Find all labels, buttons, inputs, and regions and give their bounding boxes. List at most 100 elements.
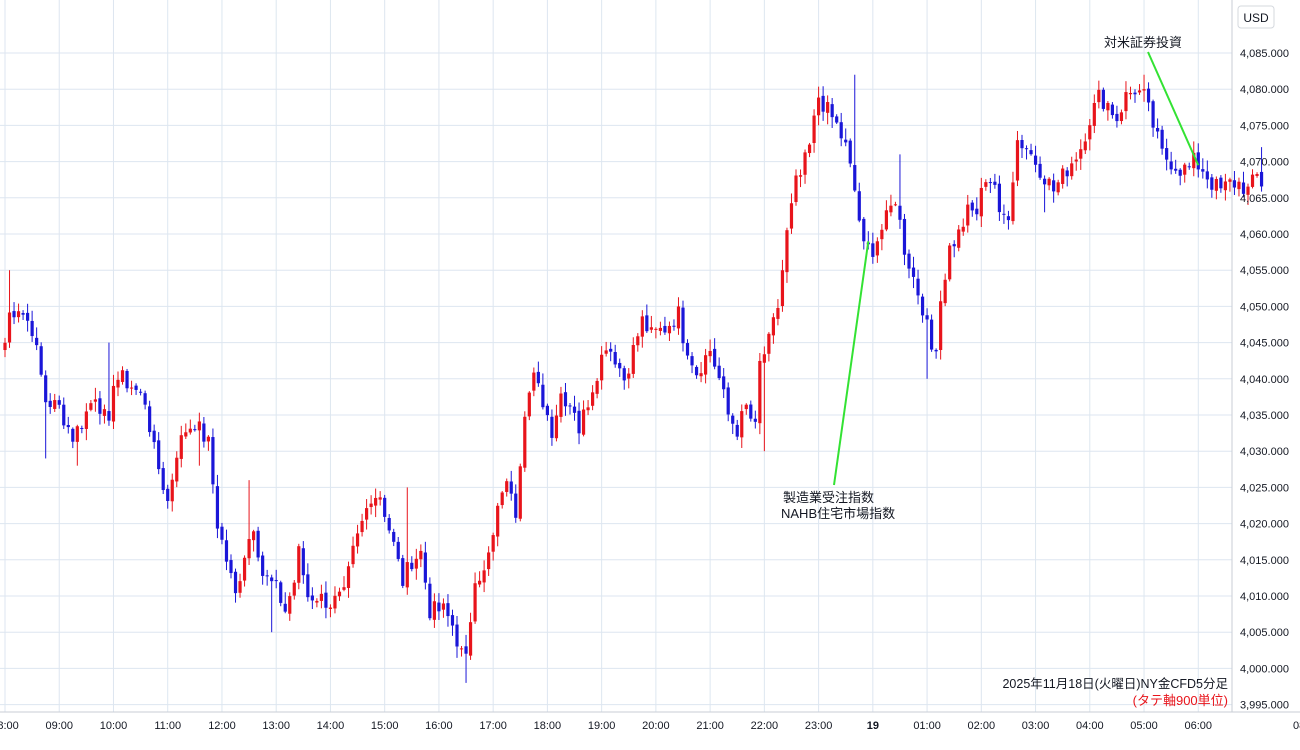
candle [378,491,382,506]
candle [274,569,278,589]
candle [939,290,943,360]
candle-body [1183,164,1187,175]
candle-body [970,202,974,211]
candle-body [1115,113,1119,122]
candle [450,609,455,636]
candle [292,580,296,600]
candle-body [306,574,310,598]
candle [242,555,247,587]
candle-body [627,373,631,379]
candle-body [346,566,351,588]
candle [722,368,726,399]
annotation-line [833,241,870,486]
candle [197,412,201,466]
candle-body [423,552,427,583]
candle-body [577,410,581,434]
candle [116,371,120,397]
candle [1020,134,1024,159]
candle [984,179,988,191]
candle [817,86,821,126]
candle-body [545,405,549,416]
candle-body [161,468,165,491]
candle-body [740,411,744,438]
candle-body [694,366,699,376]
price-tick-label: 4,015.000 [1240,555,1289,567]
candle-body [645,315,649,332]
candle-body [509,481,513,494]
time-tick-label: 21:00 [696,720,724,732]
candle [672,319,676,331]
candle-body [175,457,179,482]
candle-body [930,319,934,350]
candle-body [328,607,333,609]
candle [979,177,983,227]
candle-body [988,182,992,184]
candle [807,142,812,158]
time-axis[interactable]: 08:00 09:00 10:00 11:00 12:00 13:00 14:00 15:00… [0,720,1300,732]
candle [179,425,183,468]
candle-body [369,503,373,508]
candle-body [468,622,473,656]
candle [455,615,459,658]
candle-body [1201,169,1205,172]
candle [84,403,88,441]
candle [1079,139,1083,170]
candle [1178,168,1182,186]
candle [676,297,681,335]
candle-body [771,317,775,336]
time-tick-label: 20:00 [642,720,670,732]
candle [654,327,658,339]
candle [1241,171,1246,198]
candle-body [600,354,604,381]
candle-body [622,368,626,381]
candle-body [265,575,269,577]
candle-body [80,427,84,429]
price-tick-label: 4,000.000 [1240,663,1289,675]
candle [685,339,690,360]
candle-body [853,165,857,191]
candle [1052,173,1056,203]
candle [925,308,929,379]
candle [812,109,816,153]
candle [1214,176,1218,200]
candle [1174,159,1178,174]
candle [270,574,274,633]
candle-body [1074,159,1078,162]
candle [405,487,409,595]
currency-badge[interactable]: USD [1237,5,1275,29]
candle-body [758,360,762,424]
candle-body [1119,112,1124,122]
candle [907,249,911,279]
time-tick-label: 06:00 [1185,720,1213,732]
candle-body [1137,90,1142,93]
candle [301,541,305,584]
candle [1205,160,1209,189]
candle [577,402,581,445]
candle [387,514,391,534]
price-tick-label: 4,065.000 [1240,193,1289,205]
candle [826,95,830,125]
candle-body [821,95,825,112]
candle [71,427,75,449]
candle-body [559,393,563,417]
candle-body [1237,181,1241,190]
price-axis[interactable]: 4,085.000 4,080.000 4,075.000 4,070.000 4,06… [1240,48,1289,712]
candle [16,303,21,323]
candle-body [478,580,482,585]
candle-body [690,356,694,366]
candle [853,74,857,193]
candle [148,400,152,437]
candle-body [875,241,879,256]
candle-body [496,505,500,537]
candle-body [432,601,436,620]
candle-body [1169,161,1173,170]
candle-body [920,296,925,316]
candle [166,484,170,509]
candle-body [817,97,821,116]
candle [821,86,825,121]
candle-body [102,409,107,416]
candle-body [355,533,360,547]
candle [328,604,333,618]
candle-body [482,570,486,583]
